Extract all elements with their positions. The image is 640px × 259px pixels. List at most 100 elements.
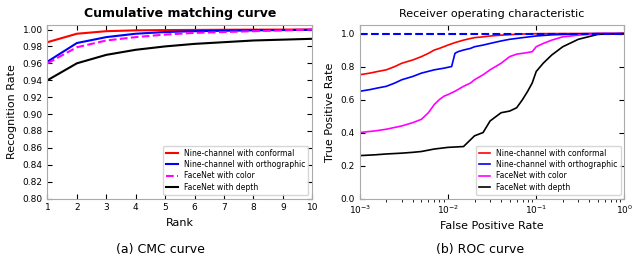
Nine-channel with conformal — [366, 71, 374, 75]
Line: FaceNet with depth: FaceNet with depth — [47, 39, 312, 80]
Nine-channel with conformal — [132, 29, 140, 32]
Nine-channel with conformal — [518, 32, 526, 35]
Nine-channel with conformal — [506, 33, 513, 36]
Nine-channel with conformal — [102, 30, 110, 33]
Nine-channel with conformal — [279, 28, 287, 31]
FaceNet with color — [161, 33, 169, 36]
FaceNet with color — [191, 31, 198, 34]
FaceNet with color — [575, 34, 582, 37]
Nine-channel with conformal — [191, 28, 198, 32]
FaceNet with depth — [540, 62, 547, 65]
FaceNet with color — [594, 32, 602, 35]
FaceNet with depth — [529, 82, 536, 85]
Nine-channel with conformal — [451, 41, 459, 44]
FaceNet with depth — [575, 38, 582, 41]
Nine-channel with conformal — [220, 28, 228, 31]
FaceNet with color — [444, 93, 452, 96]
Nine-channel with orthographic — [374, 87, 381, 90]
Line: Nine-channel with orthographic: Nine-channel with orthographic — [47, 30, 312, 62]
Nine-channel with orthographic — [467, 47, 474, 50]
Nine-channel with conformal — [497, 34, 505, 37]
Nine-channel with orthographic — [451, 52, 459, 55]
Nine-channel with conformal — [575, 32, 582, 35]
Nine-channel with orthographic — [366, 88, 374, 91]
Nine-channel with orthographic — [356, 90, 364, 93]
Nine-channel with conformal — [398, 62, 406, 65]
FaceNet with depth — [479, 131, 487, 134]
Nine-channel with orthographic — [486, 42, 494, 45]
FaceNet with color — [417, 118, 425, 121]
Nine-channel with conformal — [470, 36, 478, 39]
Legend: Nine-channel with conformal, Nine-channel with orthographic, FaceNet with color,: Nine-channel with conformal, Nine-channe… — [476, 146, 621, 195]
FaceNet with depth — [559, 45, 566, 48]
FaceNet with color — [132, 35, 140, 39]
Nine-channel with conformal — [524, 32, 531, 35]
FaceNet with depth — [161, 45, 169, 48]
FaceNet with depth — [409, 151, 417, 154]
Nine-channel with orthographic — [479, 44, 487, 47]
Line: Nine-channel with conformal: Nine-channel with conformal — [47, 30, 312, 42]
Nine-channel with orthographic — [161, 31, 169, 34]
FaceNet with color — [250, 30, 257, 33]
Nine-channel with orthographic — [279, 28, 287, 32]
Nine-channel with orthographic — [431, 68, 438, 71]
FaceNet with color — [398, 124, 406, 127]
Nine-channel with conformal — [460, 39, 467, 42]
Nine-channel with conformal — [479, 35, 487, 38]
FaceNet with color — [479, 73, 487, 76]
FaceNet with color — [621, 32, 628, 35]
FaceNet with color — [467, 82, 474, 85]
Nine-channel with conformal — [621, 32, 628, 35]
FaceNet with color — [540, 42, 547, 45]
Nine-channel with orthographic — [73, 41, 81, 45]
FaceNet with depth — [132, 48, 140, 51]
Nine-channel with conformal — [444, 44, 452, 47]
FaceNet with color — [451, 90, 459, 93]
FaceNet with color — [470, 78, 478, 81]
Nine-channel with conformal — [513, 33, 520, 36]
FaceNet with color — [486, 68, 494, 71]
Nine-channel with conformal — [383, 68, 390, 71]
FaceNet with color — [279, 29, 287, 32]
FaceNet with color — [73, 46, 81, 49]
Nine-channel with orthographic — [506, 38, 513, 41]
Nine-channel with conformal — [356, 73, 364, 76]
Nine-channel with orthographic — [470, 45, 478, 48]
FaceNet with depth — [431, 147, 438, 150]
FaceNet with depth — [191, 42, 198, 45]
Nine-channel with conformal — [431, 48, 438, 52]
Nine-channel with conformal — [391, 65, 399, 68]
FaceNet with color — [371, 129, 379, 132]
Nine-channel with orthographic — [548, 33, 556, 37]
Nine-channel with orthographic — [308, 28, 316, 31]
FaceNet with color — [44, 62, 51, 65]
FaceNet with depth — [383, 152, 390, 155]
FaceNet with depth — [444, 146, 452, 149]
FaceNet with color — [220, 31, 228, 34]
FaceNet with color — [431, 103, 438, 106]
FaceNet with depth — [250, 39, 257, 42]
Nine-channel with conformal — [467, 37, 474, 40]
Nine-channel with orthographic — [132, 32, 140, 35]
Nine-channel with orthographic — [220, 29, 228, 32]
FaceNet with depth — [308, 37, 316, 40]
Nine-channel with conformal — [308, 28, 316, 31]
FaceNet with depth — [460, 145, 467, 148]
Nine-channel with conformal — [594, 32, 602, 35]
FaceNet with color — [308, 28, 316, 31]
FaceNet with depth — [594, 33, 602, 36]
FaceNet with color — [524, 51, 531, 54]
FaceNet with color — [460, 85, 467, 88]
FaceNet with color — [548, 39, 556, 42]
Nine-channel with conformal — [250, 28, 257, 31]
Nine-channel with conformal — [486, 34, 494, 38]
Nine-channel with orthographic — [391, 82, 399, 85]
Text: (b) ROC curve: (b) ROC curve — [436, 243, 524, 256]
Nine-channel with orthographic — [460, 48, 467, 52]
Nine-channel with conformal — [540, 32, 547, 35]
FaceNet with color — [518, 52, 526, 55]
Nine-channel with orthographic — [497, 39, 505, 42]
FaceNet with color — [559, 35, 566, 38]
Line: Nine-channel with conformal: Nine-channel with conformal — [360, 33, 625, 75]
Nine-channel with orthographic — [518, 36, 526, 39]
